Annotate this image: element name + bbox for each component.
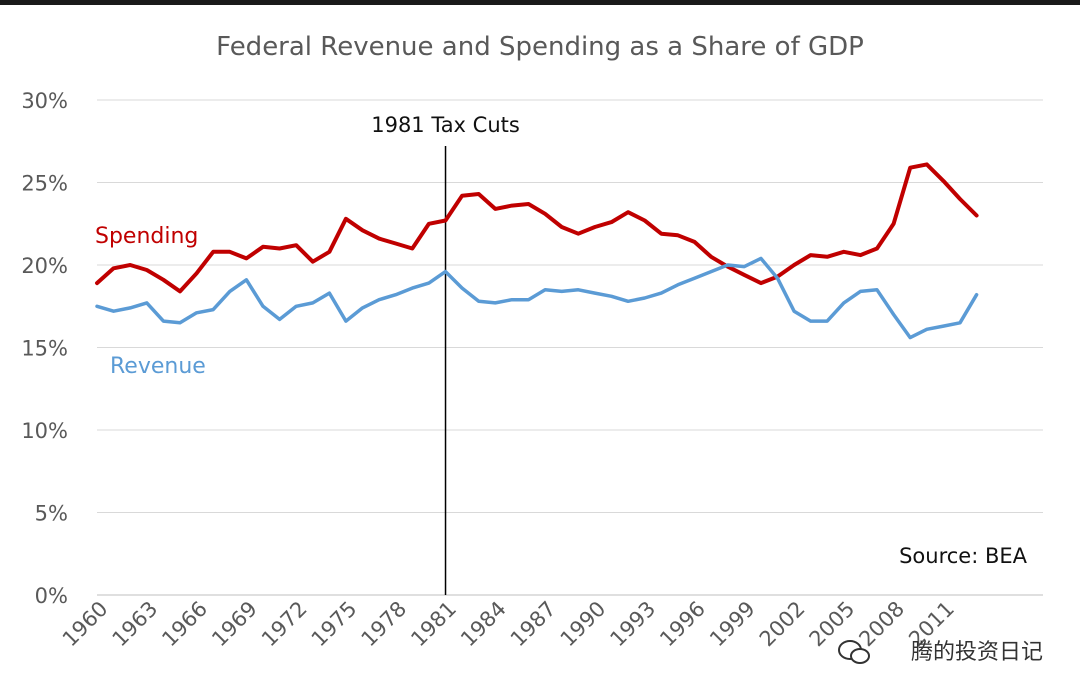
x-tick-label: 1963 [108, 597, 163, 652]
wechat-logo-icon [838, 640, 870, 664]
spending-series-label: Spending [95, 224, 198, 249]
gridlines [97, 99, 1043, 596]
x-tick-label: 1996 [655, 597, 710, 652]
source-note: Source: BEA [899, 544, 1028, 568]
x-tick-label: 1972 [257, 597, 312, 652]
x-tick-label: 1999 [705, 597, 760, 652]
top-border [0, 0, 1080, 5]
x-tick-label: 1981 [406, 597, 461, 652]
x-tick-label: 2008 [854, 597, 909, 652]
x-tick-label: 1966 [157, 597, 212, 652]
x-tick-label: 1969 [207, 597, 262, 652]
x-tick-label: 2005 [805, 597, 860, 652]
x-axis-ticks: 1960196319661969197219751978198119841987… [58, 597, 959, 652]
x-tick-label: 1984 [456, 597, 511, 652]
y-tick-label: 30% [21, 89, 68, 113]
y-tick-label: 10% [21, 419, 68, 443]
y-tick-label: 0% [35, 584, 68, 608]
revenue-series-line [95, 256, 979, 340]
chart-title: Federal Revenue and Spending as a Share … [216, 32, 864, 62]
y-tick-label: 5% [35, 502, 68, 526]
x-tick-label: 1978 [357, 597, 412, 652]
watermark-text: 腾的投资日记 [911, 640, 1043, 665]
revenue-series-label: Revenue [110, 354, 206, 379]
y-tick-label: 20% [21, 254, 68, 278]
y-axis-ticks: 0% 5% 10% 15% 20% 25% 30% [21, 89, 68, 608]
x-tick-label: 1987 [506, 597, 561, 652]
series-lines [95, 162, 979, 340]
spending-series-line [95, 162, 979, 294]
watermark: 腾的投资日记 [838, 640, 1043, 665]
x-tick-label: 1993 [605, 597, 660, 652]
x-tick-label: 1990 [556, 597, 611, 652]
y-tick-label: 15% [21, 337, 68, 361]
tax-cuts-annotation: 1981 Tax Cuts [371, 113, 520, 137]
y-tick-label: 25% [21, 172, 68, 196]
x-tick-label: 2002 [755, 597, 810, 652]
x-tick-label: 1975 [307, 597, 362, 652]
